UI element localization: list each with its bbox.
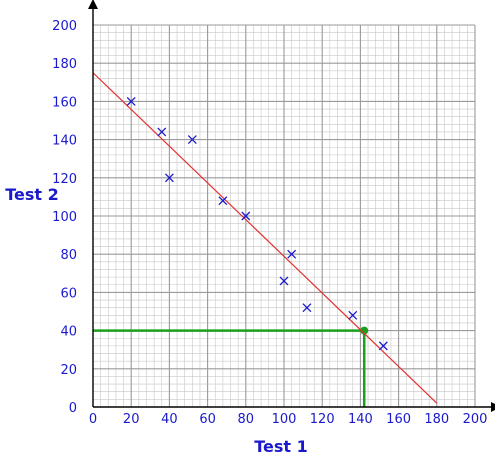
x-tick-label: 40 (161, 412, 178, 427)
x-tick-label: 0 (89, 412, 97, 427)
axes (88, 0, 495, 412)
y-tick-label: 80 (60, 248, 77, 263)
data-point-stroke (157, 127, 167, 137)
data-point (302, 303, 312, 313)
data-point-stroke (164, 173, 174, 183)
data-point-stroke (287, 249, 297, 259)
best-fit-line-group (92, 72, 438, 404)
data-point-stroke (187, 135, 197, 145)
y-tick-label: 0 (69, 401, 77, 416)
data-point-stroke (378, 341, 388, 351)
y-tick-label: 20 (60, 363, 77, 378)
y-tick-label: 200 (52, 19, 77, 34)
x-tick-label: 60 (199, 412, 216, 427)
estimate-point (360, 326, 369, 335)
grid-major (93, 24, 476, 407)
x-tick-label: 120 (310, 412, 335, 427)
y-tick-label: 160 (52, 95, 77, 110)
data-point (279, 276, 289, 286)
x-axis-title: Test 1 (254, 437, 308, 456)
data-point (287, 249, 297, 259)
data-point (187, 135, 197, 145)
data-points (126, 96, 388, 351)
estimate-lines (93, 326, 369, 407)
x-tick-label: 100 (272, 412, 297, 427)
y-tick-label: 100 (52, 210, 77, 225)
x-tick-label: 160 (386, 412, 411, 427)
x-tick-label: 80 (238, 412, 255, 427)
tick-labels: 0 20 40 60 80 100 120 140 160 180 200 0 20 40 60 80 100 1… (52, 19, 487, 427)
best-fit-line (92, 72, 438, 404)
data-point-stroke (302, 303, 312, 313)
y-tick-label: 180 (52, 57, 77, 72)
x-axis-arrow-icon (491, 402, 495, 412)
y-axis-arrow-icon (88, 0, 98, 9)
data-point (218, 196, 228, 206)
x-tick-label: 140 (348, 412, 373, 427)
data-point (157, 127, 167, 137)
data-point-stroke (241, 211, 251, 221)
x-tick-label: 20 (123, 412, 140, 427)
data-point (126, 96, 136, 106)
data-point (164, 173, 174, 183)
data-point-stroke (218, 196, 228, 206)
x-tick-label: 200 (463, 412, 488, 427)
data-point (378, 341, 388, 351)
y-tick-label: 120 (52, 172, 77, 187)
y-axis-title: Test 2 (5, 185, 59, 204)
y-tick-label: 140 (52, 134, 77, 149)
y-tick-label: 60 (60, 286, 77, 301)
data-point (348, 310, 358, 320)
data-point-stroke (348, 310, 358, 320)
data-point-stroke (279, 276, 289, 286)
data-point (241, 211, 251, 221)
data-point-stroke (126, 96, 136, 106)
x-tick-label: 180 (424, 412, 449, 427)
y-tick-label: 40 (60, 325, 77, 340)
